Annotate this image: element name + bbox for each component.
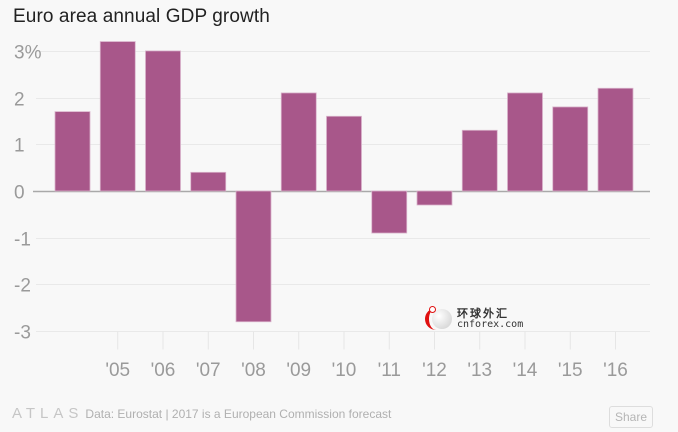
watermark-cn: 环球外汇 xyxy=(457,307,509,320)
bar-16 xyxy=(597,87,634,192)
x-tick-label: '05 xyxy=(105,360,130,381)
y-tick-label: -2 xyxy=(14,276,31,297)
bar-11 xyxy=(371,190,408,234)
y-tick-label: 1 xyxy=(14,136,25,157)
bar-14 xyxy=(507,92,543,192)
source-note: Data: Eurostat | 2017 is a European Comm… xyxy=(85,406,392,421)
atlas-logo[interactable]: ATLAS xyxy=(12,405,84,422)
bar-07 xyxy=(190,171,227,192)
y-tick-label: 3% xyxy=(14,43,42,64)
x-tick-label: '13 xyxy=(467,360,492,381)
bar-04 xyxy=(54,111,91,192)
x-tick-label: '15 xyxy=(558,360,583,381)
bars xyxy=(54,41,634,323)
x-tick-label: '08 xyxy=(241,360,266,381)
y-tick-label: 2 xyxy=(14,90,25,111)
y-tick-label: 0 xyxy=(14,183,25,204)
x-tick-label: '10 xyxy=(332,360,357,381)
bar-13 xyxy=(461,129,498,192)
watermark: 环球外汇 cnforex.com xyxy=(425,306,523,332)
x-tick-label: '06 xyxy=(151,360,176,381)
y-tick-label: -3 xyxy=(14,323,31,344)
bar-10 xyxy=(326,115,362,192)
share-button[interactable]: Share xyxy=(608,406,653,428)
x-tick-label: '14 xyxy=(513,360,538,381)
bar-05 xyxy=(99,41,136,192)
x-tick-label: '07 xyxy=(196,360,221,381)
bar-15 xyxy=(552,106,589,192)
x-tick-label: '16 xyxy=(603,360,628,381)
bar-06 xyxy=(145,50,181,192)
footer: ATLAS Data: Eurostat | 2017 is a Europea… xyxy=(12,405,391,422)
chart-title: Euro area annual GDP growth xyxy=(13,6,270,27)
y-tick-label: -1 xyxy=(14,230,31,251)
cnforex-logo-icon xyxy=(425,306,452,332)
watermark-en: cnforex.com xyxy=(457,319,524,330)
x-tick-label: '12 xyxy=(422,360,447,381)
x-axis-ticks: '05 '06 '07 '08 '09 '10 '11 '12 '13 '14 '15 '16 xyxy=(105,331,628,381)
bar-chart: 3%210-1-2-3 '05'06'07'08'09'10'11'12'13 '… xyxy=(14,41,650,381)
x-tick-label: '11 xyxy=(378,360,401,381)
bar-09 xyxy=(280,92,317,192)
x-tick-label: '09 xyxy=(286,360,311,381)
y-axis-ticks: 3% 2 1 0 -1 -2 -3 xyxy=(14,43,42,344)
bar-12 xyxy=(416,190,453,206)
bar-08 xyxy=(235,190,272,323)
